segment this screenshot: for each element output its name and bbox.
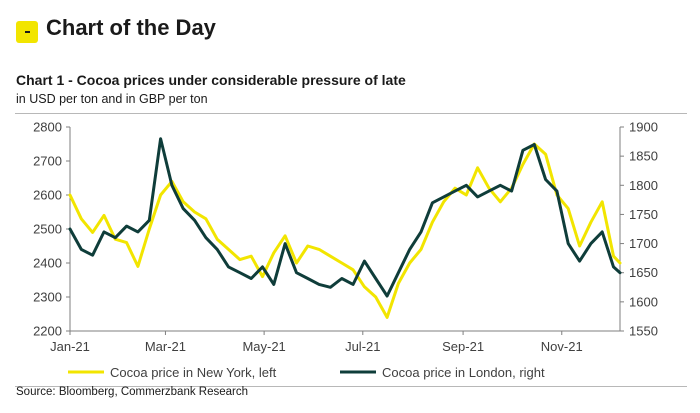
source-note: Source: Bloomberg, Commerzbank Research (16, 386, 249, 398)
x-tick-label: Sep-21 (442, 339, 484, 354)
x-tick-label: Mar-21 (145, 339, 186, 354)
chart-frame (15, 113, 687, 387)
y-right-tick-label: 1600 (629, 294, 658, 309)
y-right-tick-label: 1550 (629, 324, 658, 339)
y-right-tick-label: 1700 (629, 236, 658, 251)
y-left-tick-label: 2800 (33, 120, 62, 135)
x-tick-label: Jul-21 (345, 339, 380, 354)
x-tick-label: Nov-21 (541, 339, 583, 354)
chart-title: Chart 1 - Cocoa prices under considerabl… (16, 72, 406, 88)
chart-series (68, 137, 622, 319)
y-left-tick-label: 2600 (33, 188, 62, 203)
minus-icon (25, 31, 30, 33)
chart-axes: 2200 2300 2400 2500 2600 2700 2800 1550 1600 1650… (33, 120, 658, 355)
y-left-tick-label: 2500 (33, 222, 62, 237)
y-right-tick-label: 1850 (629, 149, 658, 164)
y-right-tick-label: 1900 (629, 120, 658, 135)
y-right-tick-label: 1650 (629, 265, 658, 280)
y-right-tick-label: 1750 (629, 207, 658, 222)
chart-subtitle: in USD per ton and in GBP per ton (16, 92, 208, 106)
y-left-tick-label: 2400 (33, 256, 62, 271)
y-left-tick-label: 2200 (33, 324, 62, 339)
x-tick-label: Jan-21 (50, 339, 90, 354)
y-right-tick-label: 1800 (629, 178, 658, 193)
y-left-tick-label: 2700 (33, 154, 62, 169)
x-tick-label: May-21 (242, 339, 285, 354)
legend-label-new-york: Cocoa price in New York, left (110, 365, 277, 380)
header-badge (16, 21, 38, 43)
series-line-new-york (68, 142, 622, 319)
y-left-tick-label: 2300 (33, 290, 62, 305)
legend-label-london: Cocoa price in London, right (382, 365, 545, 380)
page-title: Chart of the Day (46, 15, 216, 40)
series-line-london (68, 137, 622, 298)
chart-legend: Cocoa price in New York, left Cocoa price… (68, 365, 545, 380)
